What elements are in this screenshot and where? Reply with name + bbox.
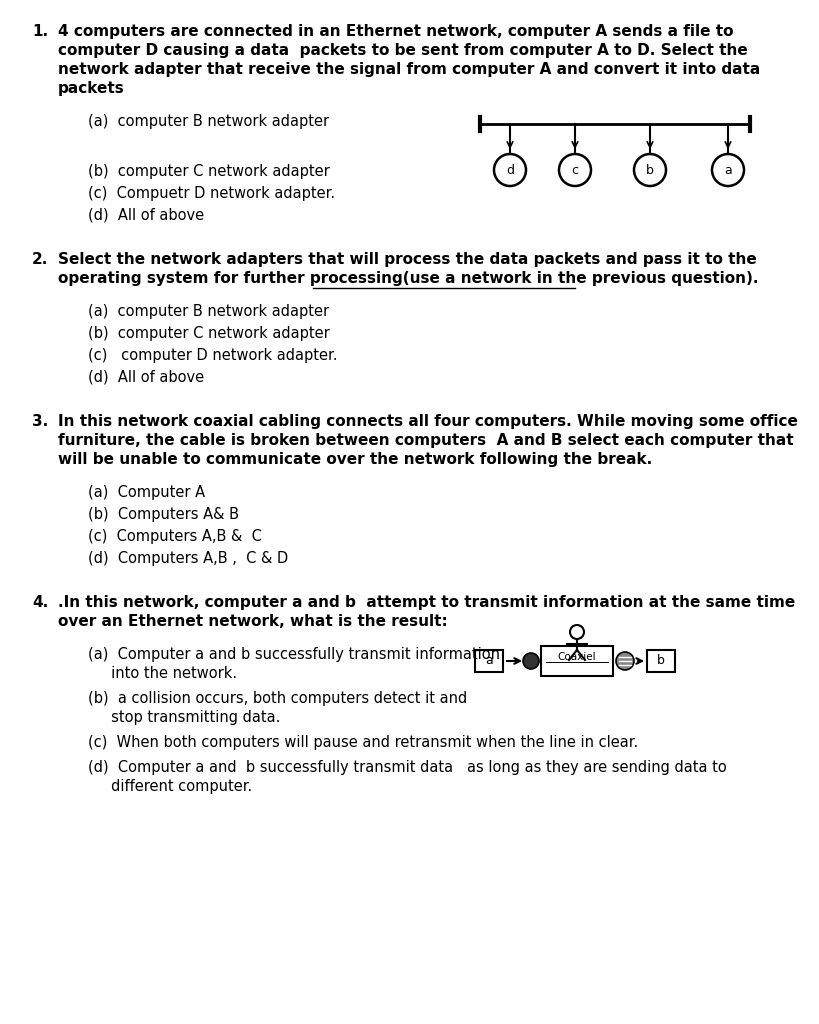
Text: In this network coaxial cabling connects all four computers. While moving some o: In this network coaxial cabling connects…	[58, 414, 797, 429]
Text: different computer.: different computer.	[88, 779, 252, 794]
Text: stop transmitting data.: stop transmitting data.	[88, 710, 280, 725]
Text: packets: packets	[58, 81, 124, 96]
Text: .In this network, computer a and b  attempt to transmit information at the same : .In this network, computer a and b attem…	[58, 595, 794, 610]
Text: a: a	[723, 164, 731, 176]
Text: 3.: 3.	[32, 414, 48, 429]
Text: into the network.: into the network.	[88, 666, 237, 681]
Text: (c)  Compuetr D network adapter.: (c) Compuetr D network adapter.	[88, 186, 335, 201]
Text: (b)  computer C network adapter: (b) computer C network adapter	[88, 326, 329, 341]
Text: (d)  All of above: (d) All of above	[88, 370, 204, 385]
Text: a: a	[485, 654, 492, 668]
Text: operating system for further processing(use a network in the previous question).: operating system for further processing(…	[58, 271, 758, 286]
Text: (d)  All of above: (d) All of above	[88, 208, 204, 223]
Text: (a)  computer B network adapter: (a) computer B network adapter	[88, 114, 328, 129]
Text: computer D causing a data  packets to be sent from computer A to D. Select the: computer D causing a data packets to be …	[58, 43, 747, 58]
FancyBboxPatch shape	[646, 650, 674, 672]
Text: (a)  Computer a and b successfully transmit information: (a) Computer a and b successfully transm…	[88, 647, 500, 662]
Text: (d)  Computers A,B ,  C & D: (d) Computers A,B , C & D	[88, 551, 288, 566]
Text: network adapter that receive the signal from computer A and convert it into data: network adapter that receive the signal …	[58, 62, 759, 77]
FancyBboxPatch shape	[541, 646, 613, 676]
Text: Select the network adapters that will process the data packets and pass it to th: Select the network adapters that will pr…	[58, 252, 756, 267]
Text: Coaxiel: Coaxiel	[557, 652, 595, 662]
Text: (a)  Computer A: (a) Computer A	[88, 485, 205, 500]
Text: 4 computers are connected in an Ethernet network, computer A sends a file to: 4 computers are connected in an Ethernet…	[58, 24, 733, 39]
Text: (b)  a collision occurs, both computers detect it and: (b) a collision occurs, both computers d…	[88, 691, 467, 706]
Text: 1.: 1.	[32, 24, 48, 39]
Text: d: d	[505, 164, 514, 176]
Text: (a)  computer B network adapter: (a) computer B network adapter	[88, 304, 328, 319]
Text: over an Ethernet network, what is the result:: over an Ethernet network, what is the re…	[58, 614, 447, 629]
Text: (c)  Computers A,B &  C: (c) Computers A,B & C	[88, 529, 261, 544]
FancyBboxPatch shape	[474, 650, 502, 672]
Text: (c)   computer D network adapter.: (c) computer D network adapter.	[88, 348, 337, 362]
Text: b: b	[645, 164, 653, 176]
Circle shape	[615, 652, 633, 670]
Text: (b)  Computers A& B: (b) Computers A& B	[88, 507, 238, 522]
Text: c: c	[571, 164, 577, 176]
Text: furniture, the cable is broken between computers  A and B select each computer t: furniture, the cable is broken between c…	[58, 433, 793, 449]
Text: (b)  computer C network adapter: (b) computer C network adapter	[88, 164, 329, 179]
Circle shape	[523, 653, 538, 669]
Text: 4.: 4.	[32, 595, 48, 610]
Text: (c)  When both computers will pause and retransmit when the line in clear.: (c) When both computers will pause and r…	[88, 735, 637, 750]
Text: b: b	[656, 654, 664, 668]
Text: (d)  Computer a and  b successfully transmit data   as long as they are sending : (d) Computer a and b successfully transm…	[88, 760, 726, 775]
Text: will be unable to communicate over the network following the break.: will be unable to communicate over the n…	[58, 452, 651, 467]
Text: 2.: 2.	[32, 252, 48, 267]
